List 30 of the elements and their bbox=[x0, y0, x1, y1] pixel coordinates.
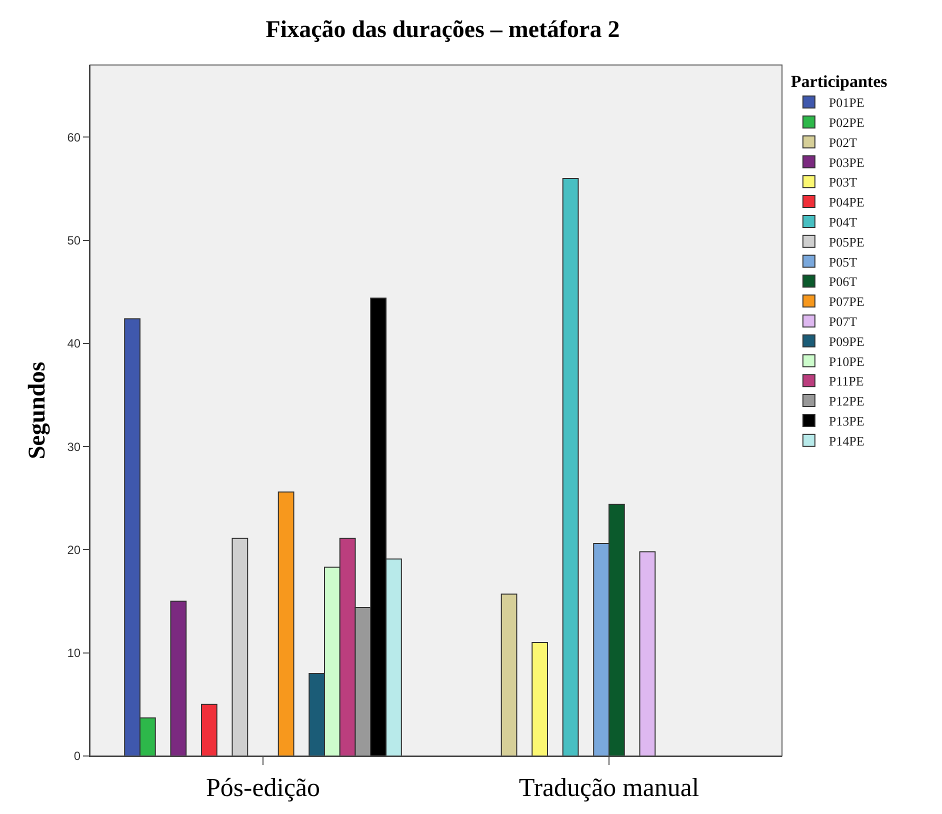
y-tick-label: 10 bbox=[67, 646, 81, 660]
x-tick-label: Tradução manual bbox=[518, 773, 700, 802]
y-tick-label: 30 bbox=[67, 440, 81, 454]
legend-label: P11PE bbox=[828, 374, 864, 389]
legend-label: P13PE bbox=[828, 414, 864, 429]
legend-label: P14PE bbox=[828, 433, 864, 448]
legend-label: P02T bbox=[828, 134, 858, 150]
legend-label: P06T bbox=[828, 274, 858, 290]
legend-label: P12PE bbox=[828, 394, 864, 409]
legend-label: P10PE bbox=[828, 354, 864, 369]
legend-label: P02PE bbox=[828, 115, 864, 130]
chart-title: Fixação das durações – metáfora 2 bbox=[266, 17, 620, 44]
y-tick-label: 0 bbox=[74, 749, 81, 764]
y-tick-label: 20 bbox=[67, 542, 81, 557]
legend-title: Participantes bbox=[790, 72, 888, 92]
legend-label: P04T bbox=[828, 214, 858, 230]
y-axis-title: Segundos bbox=[24, 362, 50, 460]
legend-label: P03PE bbox=[828, 154, 864, 170]
legend-label: P07PE bbox=[828, 294, 864, 310]
legend-label: P01PE bbox=[828, 95, 864, 110]
legend-label: P09PE bbox=[828, 334, 864, 349]
y-tick-label: 50 bbox=[67, 234, 81, 248]
legend-label: P05T bbox=[828, 254, 858, 270]
y-tick-label: 60 bbox=[67, 130, 81, 144]
legend-label: P04PE bbox=[828, 194, 864, 210]
legend-label: P05PE bbox=[828, 234, 864, 250]
legend-label: P07T bbox=[828, 314, 858, 330]
y-tick-label: 40 bbox=[67, 336, 81, 351]
legend-label: P03T bbox=[828, 174, 858, 190]
x-tick-label: Pós-edição bbox=[206, 773, 320, 802]
